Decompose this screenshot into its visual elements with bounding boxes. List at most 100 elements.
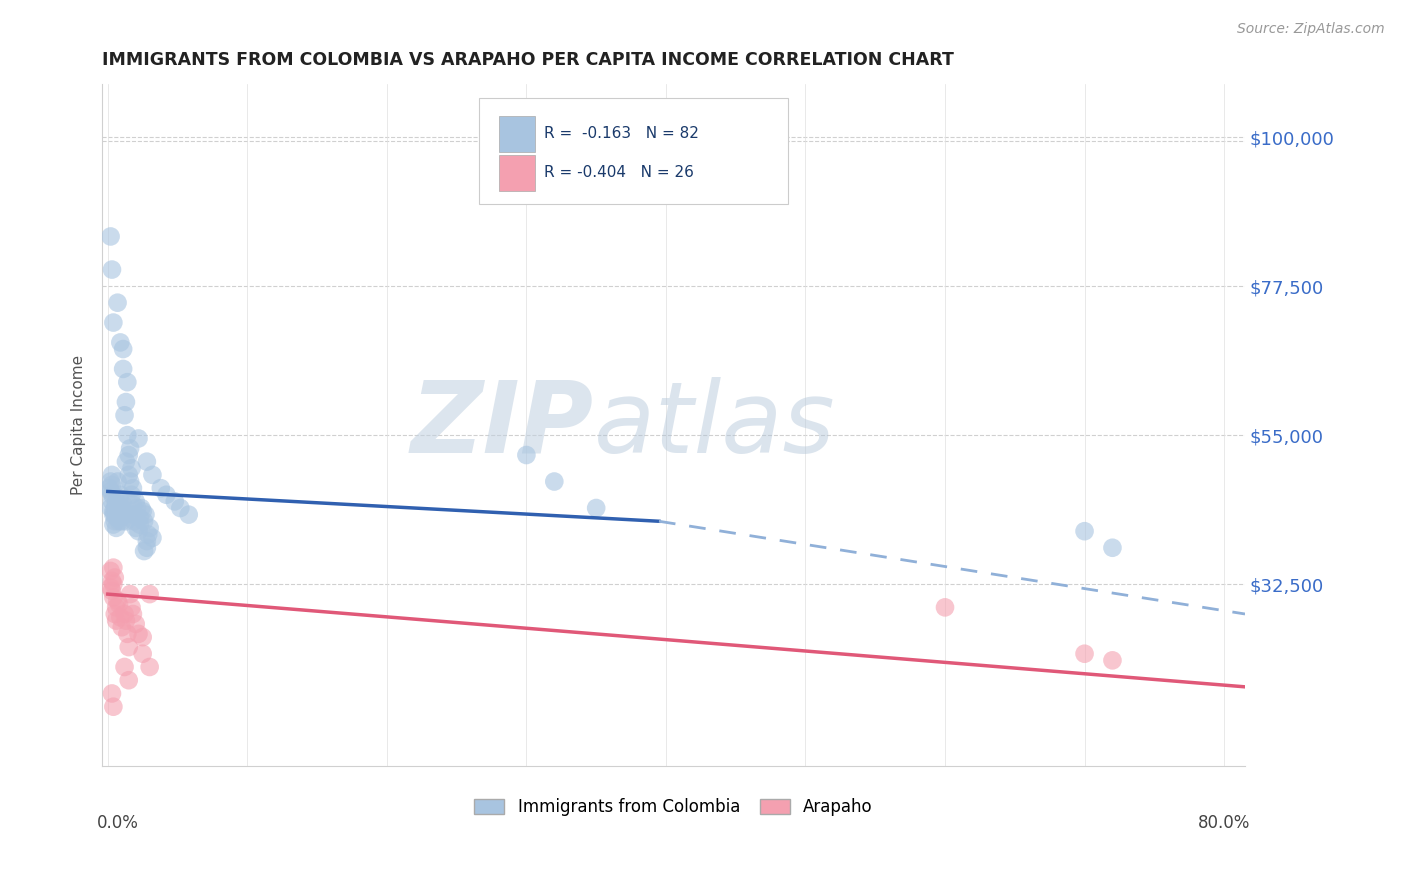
Legend: Immigrants from Colombia, Arapaho: Immigrants from Colombia, Arapaho [468,791,880,822]
Point [111,501,134,516]
Point [107,511,129,525]
Point [125,616,148,631]
Text: R = -0.404   N = 26: R = -0.404 N = 26 [544,165,695,180]
Point [107,475,129,489]
Point [104,607,127,621]
Point [105,521,128,535]
Point [111,514,134,528]
Text: IMMIGRANTS FROM COLOMBIA VS ARAPAHO PER CAPITA INCOME CORRELATION CHART: IMMIGRANTS FROM COLOMBIA VS ARAPAHO PER … [103,51,955,69]
Point [115,614,138,628]
Point [112,498,135,512]
Point [115,395,138,409]
FancyBboxPatch shape [479,98,787,203]
Point [103,577,125,591]
Point [1101,653,1123,667]
Point [111,620,134,634]
Point [125,521,148,535]
Point [100,564,122,578]
Point [115,455,138,469]
Point [585,501,607,516]
Point [117,428,139,442]
Point [128,627,150,641]
Point [121,600,143,615]
Text: Source: ZipAtlas.com: Source: ZipAtlas.com [1237,22,1385,37]
Point [128,524,150,539]
Point [118,673,141,688]
Point [1073,647,1095,661]
Point [136,527,159,541]
Point [131,647,153,661]
Point [108,514,131,528]
Point [101,488,124,502]
Point [122,481,145,495]
Point [104,514,127,528]
Point [110,335,132,350]
Point [104,570,127,584]
Point [101,574,124,588]
Point [155,488,177,502]
Point [110,488,132,502]
Point [169,501,191,516]
Point [100,581,122,595]
Point [121,461,143,475]
Point [117,627,139,641]
Point [135,455,157,469]
Point [100,484,122,499]
Point [104,501,127,516]
Point [101,262,124,277]
Point [141,531,163,545]
Point [114,660,136,674]
Point [103,560,125,574]
Point [515,448,537,462]
Point [132,514,155,528]
Point [103,504,125,518]
Point [112,342,135,356]
Point [101,686,124,700]
Point [101,494,124,508]
Point [1073,524,1095,539]
Point [141,467,163,482]
Point [125,494,148,508]
Point [103,699,125,714]
Point [103,517,125,532]
Point [105,600,128,615]
Point [101,478,124,492]
Point [105,614,128,628]
Point [177,508,200,522]
Point [120,442,142,456]
Point [131,504,153,518]
FancyBboxPatch shape [499,116,536,152]
Point [131,630,153,644]
Point [105,498,128,512]
Point [100,501,122,516]
Point [121,488,143,502]
Point [124,514,146,528]
Point [105,494,128,508]
Text: 80.0%: 80.0% [1198,814,1251,832]
Y-axis label: Per Capita Income: Per Capita Income [72,355,86,495]
Point [117,375,139,389]
Text: atlas: atlas [593,376,835,474]
Point [118,467,141,482]
FancyBboxPatch shape [499,155,536,191]
Point [107,295,129,310]
Point [134,508,156,522]
Point [114,508,136,522]
Point [104,508,127,522]
Point [124,508,146,522]
Text: 0.0%: 0.0% [97,814,138,832]
Point [103,591,125,605]
Point [100,475,122,489]
Point [149,481,172,495]
Point [101,583,124,598]
Point [132,544,155,558]
Point [138,587,160,601]
Point [138,660,160,674]
Point [100,229,122,244]
Point [110,511,132,525]
Point [138,521,160,535]
Point [135,534,157,549]
Point [122,607,145,621]
Point [112,504,135,518]
Point [98,481,121,495]
